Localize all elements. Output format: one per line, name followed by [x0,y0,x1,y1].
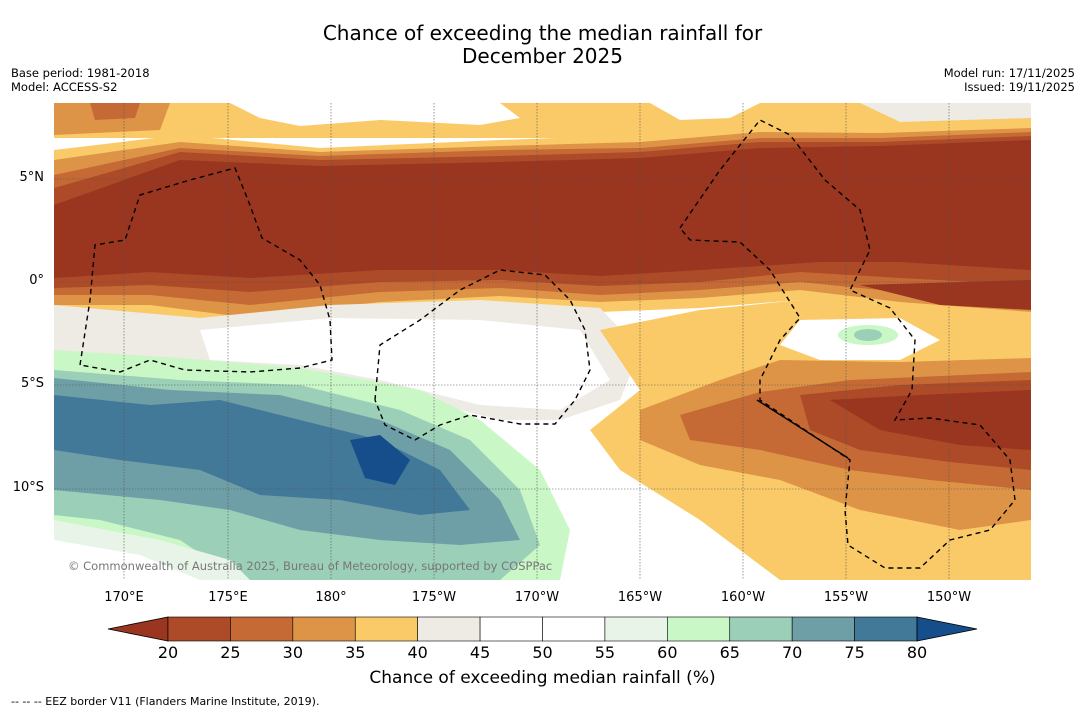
colorbar [107,616,978,642]
colorbar-segment [230,616,294,642]
region-nw-dark [90,103,140,120]
issued-date: Issued: 19/11/2025 [964,80,1075,94]
lon-label-170w: 170°W [514,590,560,605]
map-title-line1: Chance of exceeding the median rainfall … [322,21,763,45]
lon-label-155w: 155°W [823,590,869,605]
region-east-teal [854,329,882,341]
lon-label-175e: 175°E [208,590,248,605]
lon-label-150w: 150°W [926,590,972,605]
lat-label-5s: 5°S [20,376,44,391]
lon-label-180: 180° [315,590,347,605]
lat-label-0: 0° [29,273,44,288]
colorbar-segment [354,616,418,642]
colorbar-segment [479,616,543,642]
colorbar-arrow-low [107,616,169,642]
eez-solid-segment [756,399,849,459]
eez-kiribati-gilbert [79,167,333,373]
colorbar-segment [417,616,481,642]
colorbar-tick-label: 30 [282,643,303,662]
region-north-white [230,103,520,126]
colorbar-tick-label: 70 [781,643,803,662]
colorbar-tick-label: 25 [220,643,241,662]
base-period: Base period: 1981-2018 [11,66,150,80]
colorbar-segment [791,616,855,642]
map-title: Chance of exceeding the median rainfall … [0,22,1085,68]
rainfall-field [54,103,1031,580]
model-run: Model run: 17/11/2025 [943,66,1075,80]
meta-right: Model run: 17/11/2025 Issued: 19/11/2025 [944,66,1075,94]
region-sw-white [54,540,200,580]
lon-label-160w: 160°W [720,590,766,605]
colorbar-title: Chance of exceeding median rainfall (%) [369,668,716,688]
lat-label-10s: 10°S [12,480,44,495]
meta-left: Base period: 1981-2018 Model: ACCESS-S2 [11,66,150,94]
colorbar-tick-label: 40 [407,643,428,662]
colorbar-segment [667,616,731,642]
colorbar-tick-label: 75 [844,643,865,662]
region-north-grey [860,103,1031,122]
eez-kiribati-line [679,119,1016,569]
colorbar-tick-label: 65 [719,643,740,662]
colorbar-tick-label: 80 [906,643,928,662]
colorbar-segment [542,616,606,642]
lon-label-170e: 170°E [104,590,144,605]
eez-borders [79,119,1016,569]
eez-footnote: -- -- -- EEZ border V11 (Flanders Marine… [11,695,320,708]
band-20-east [860,280,1031,310]
colorbar-segment [854,616,918,642]
colorbar-tick-label: 50 [532,643,553,662]
colorbar-tick-label: 60 [657,643,678,662]
region-se-20 [830,390,1031,450]
map-title-line2: December 2025 [462,44,623,68]
colorbar-tick-label: 20 [157,643,179,662]
colorbar-arrow-high [916,616,978,642]
colorbar-segment [292,616,356,642]
colorbar-segment [167,616,231,642]
region-central-white [200,318,610,410]
colorbar-segment [604,616,668,642]
colorbar-tick-label: 55 [594,643,616,662]
colorbar-tick-label: 35 [345,643,366,662]
region-sw-80 [54,395,470,515]
eez-kiribati-phoenix [374,269,591,441]
copyright-notice: © Commonwealth of Australia 2025, Bureau… [68,559,553,573]
lat-label-5n: 5°N [19,170,45,185]
region-north-white-2 [650,103,760,120]
lon-label-165w: 165°W [617,590,663,605]
region-sw-above80 [350,435,410,485]
lon-label-175w: 175°W [411,590,457,605]
colorbar-segment [729,616,793,642]
model-name: Model: ACCESS-S2 [11,80,118,94]
colorbar-tick-label: 45 [469,643,491,662]
band-20 [54,140,1031,278]
